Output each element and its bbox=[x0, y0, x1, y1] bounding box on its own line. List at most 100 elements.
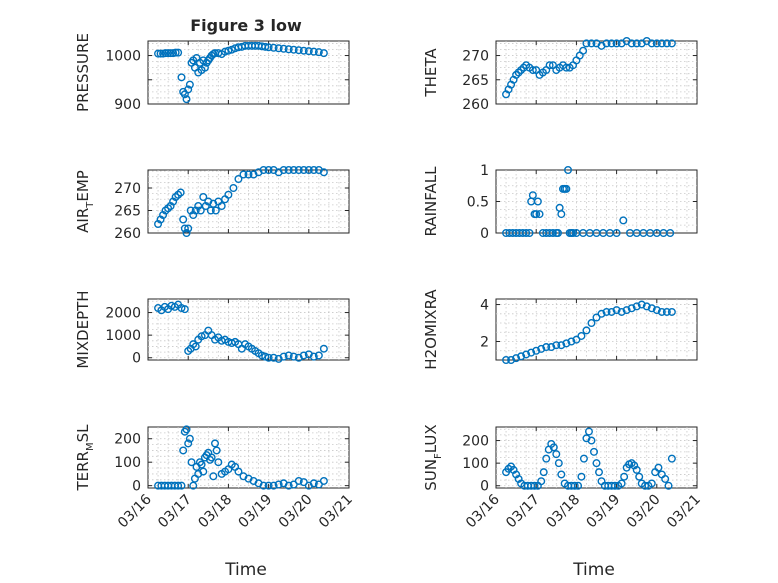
data-point bbox=[512, 354, 521, 363]
data-point bbox=[574, 481, 583, 490]
data-point bbox=[206, 206, 215, 215]
data-point bbox=[657, 39, 666, 48]
data-point bbox=[244, 170, 253, 179]
data-point bbox=[294, 46, 303, 55]
data-point bbox=[577, 472, 586, 481]
x-axis-title-left: Time bbox=[224, 560, 267, 580]
y-tick-label: 2 bbox=[480, 335, 489, 351]
data-point bbox=[211, 206, 220, 215]
x-tick-label: 03/19 bbox=[584, 492, 624, 532]
data-point bbox=[309, 165, 318, 174]
data-point bbox=[610, 481, 619, 490]
data-point bbox=[577, 331, 586, 340]
y-axis-label: SUNFLUX bbox=[422, 424, 444, 490]
data-point bbox=[234, 174, 243, 183]
data-point bbox=[279, 165, 288, 174]
data-point bbox=[174, 48, 183, 57]
data-point bbox=[189, 481, 198, 490]
data-point bbox=[552, 450, 561, 459]
data-point bbox=[619, 216, 628, 225]
data-point bbox=[179, 215, 188, 224]
subplot-theta: 260 265 270 THETA bbox=[422, 37, 698, 113]
data-point bbox=[274, 44, 283, 53]
data-point bbox=[532, 346, 541, 355]
data-point bbox=[612, 306, 621, 315]
grid-lines bbox=[148, 299, 349, 360]
data-point bbox=[587, 319, 596, 328]
data-point bbox=[532, 210, 541, 219]
data-point bbox=[199, 192, 208, 201]
data-point bbox=[549, 443, 558, 452]
data-point bbox=[657, 307, 666, 316]
data-point bbox=[666, 228, 675, 237]
data-point bbox=[319, 476, 328, 485]
grid-lines bbox=[496, 41, 697, 104]
data-point bbox=[217, 201, 226, 210]
data-point bbox=[612, 228, 621, 237]
data-point bbox=[562, 339, 571, 348]
data-point bbox=[264, 165, 273, 174]
data-point bbox=[647, 304, 656, 313]
data-point bbox=[547, 343, 556, 352]
data-point bbox=[214, 458, 223, 467]
data-point bbox=[209, 472, 218, 481]
subplot-h2omixra: 2 4 H2OMIXRA bbox=[422, 289, 698, 370]
data-point bbox=[635, 472, 644, 481]
data-point bbox=[592, 313, 601, 322]
subplot-air-temp: 260 265 270 AIRTEMP bbox=[74, 165, 350, 242]
data-point bbox=[239, 170, 248, 179]
data-point bbox=[584, 427, 593, 436]
y-tick-label: 265 bbox=[114, 204, 141, 220]
figure-title: Figure 3 low bbox=[190, 16, 302, 35]
data-point bbox=[177, 73, 186, 82]
x-tick-label: 03/20 bbox=[276, 492, 316, 532]
data-point bbox=[595, 468, 604, 477]
data-point bbox=[647, 39, 656, 48]
data-point bbox=[582, 326, 591, 335]
data-point bbox=[537, 344, 546, 353]
y-tick-label: 260 bbox=[114, 226, 141, 242]
series-points bbox=[502, 427, 676, 490]
data-point bbox=[182, 95, 191, 104]
data-point bbox=[200, 63, 209, 72]
y-tick-label: 1000 bbox=[105, 328, 141, 344]
y-tick-label: 100 bbox=[462, 456, 489, 472]
data-point bbox=[274, 480, 283, 489]
data-point bbox=[502, 356, 511, 365]
y-axis-label: H2OMIXRA bbox=[422, 289, 440, 370]
data-point bbox=[570, 481, 579, 490]
data-point bbox=[156, 49, 165, 58]
data-point bbox=[662, 39, 671, 48]
data-point bbox=[617, 307, 626, 316]
data-point bbox=[620, 472, 629, 481]
data-point bbox=[191, 342, 200, 351]
data-point bbox=[522, 228, 531, 237]
y-tick-label: 270 bbox=[462, 49, 489, 65]
data-point bbox=[184, 224, 193, 233]
data-point bbox=[264, 481, 273, 490]
data-point bbox=[184, 439, 193, 448]
data-point bbox=[522, 350, 531, 359]
y-tick-label: 2000 bbox=[105, 306, 141, 322]
data-point bbox=[528, 66, 537, 75]
y-tick-label: 0.5 bbox=[467, 195, 489, 211]
data-point bbox=[662, 307, 671, 316]
data-point bbox=[530, 481, 539, 490]
data-point bbox=[174, 481, 183, 490]
data-point bbox=[587, 436, 596, 445]
subplot-pressure: 900 1000 PRESSURE bbox=[74, 33, 350, 113]
data-point bbox=[632, 39, 641, 48]
x-tick-label: 03/17 bbox=[503, 492, 543, 532]
data-point bbox=[632, 302, 641, 311]
data-point bbox=[304, 165, 313, 174]
data-point bbox=[553, 228, 562, 237]
data-point bbox=[154, 49, 163, 58]
grid-lines bbox=[148, 427, 349, 488]
data-point bbox=[579, 454, 588, 463]
y-axis-label: PRESSURE bbox=[74, 33, 92, 112]
y-axis-label: THETA bbox=[422, 48, 440, 98]
data-point bbox=[569, 228, 578, 237]
subplot-sun-flux: 0 100 200 03/16 03/17 03/18 03/19 03/20 03/21 SUN… bbox=[422, 424, 704, 531]
